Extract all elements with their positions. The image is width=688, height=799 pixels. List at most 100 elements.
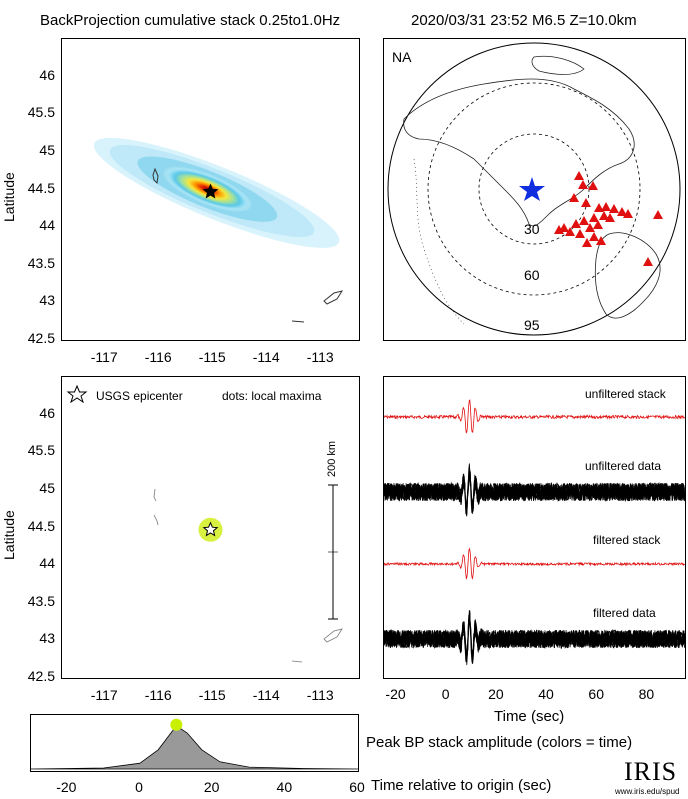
maxima-ytick: 46: [39, 404, 55, 421]
label-filtered-stack: filtered stack: [593, 533, 661, 547]
peak-xlabel: Time relative to origin (sec): [371, 777, 552, 794]
seismogram-xtick: 80: [638, 686, 655, 702]
bp-heatmap-panel: [61, 38, 360, 341]
station-triangle-icon: [575, 229, 585, 238]
maxima-xtick: -113: [306, 687, 334, 703]
chart-title: BackProjection cumulative stack 0.25to1.…: [40, 12, 341, 29]
seismogram-panel: unfiltered stack unfiltered data filtere…: [383, 376, 686, 679]
legend-star-icon: [66, 384, 88, 404]
maxima-ytick: 44.5: [27, 517, 55, 534]
local-maxima-points: [198, 517, 223, 542]
station-triangle-icon: [653, 210, 663, 219]
heatmap-xtick: -117: [90, 349, 118, 365]
station-triangle-icon: [582, 238, 592, 247]
station-triangle-icon: [569, 193, 579, 202]
station-triangle-icon: [609, 204, 619, 213]
scale-bar-label: 200 km: [326, 440, 338, 477]
peak-amplitude-area: [31, 725, 358, 770]
map-globe-outline: [387, 42, 681, 336]
peak-amplitude-panel: [30, 714, 359, 772]
heatmap-xtick: -113: [306, 349, 334, 365]
event-info: 2020/03/31 23:52 M6.5 Z=10.0km: [411, 12, 637, 29]
heatmap-ytick: 44: [39, 217, 55, 234]
reservoir-outline: [323, 290, 344, 305]
station-triangle-icon: [643, 257, 653, 266]
label-unfiltered-stack: unfiltered stack: [585, 387, 666, 401]
station-triangle-icon: [578, 180, 588, 189]
maxima-ytick: 45: [39, 479, 55, 496]
station-triangle-icon: [579, 216, 589, 225]
seismogram-xtick: 20: [488, 686, 504, 702]
heatmap-ytick: 43: [39, 292, 55, 309]
ring-label-95: 95: [524, 317, 540, 333]
usgs-epicenter-star-icon: [202, 521, 219, 537]
stations-group: [554, 171, 663, 266]
heatmap-blob: [93, 137, 340, 248]
maxima-xtick: -116: [144, 687, 172, 703]
station-triangle-icon: [605, 213, 615, 222]
station-triangle-icon: [574, 171, 584, 180]
river-outline: [291, 660, 303, 663]
ring-60: [427, 82, 641, 296]
station-triangle-icon: [585, 223, 595, 232]
local-maxima-plot: [66, 384, 343, 663]
lake-outline-2: [153, 514, 159, 526]
maxima-ytick: 43: [39, 630, 55, 647]
maxima-xtick: -114: [252, 687, 280, 703]
peak-xtick: -20: [56, 779, 77, 795]
heatmap-ytick: 45.5: [27, 104, 55, 121]
unfiltered-stack-trace: [384, 399, 685, 434]
peak-xtick: 60: [349, 779, 365, 795]
bp-heatmap-plot: [93, 137, 344, 323]
heatmap-ytick: 45: [39, 141, 55, 158]
label-unfiltered-data: unfiltered data: [585, 459, 662, 473]
seismogram-plot: [384, 399, 685, 666]
ring-label-30: 30: [524, 221, 540, 237]
seismogram-xlabel: Time (sec): [494, 708, 565, 725]
heatmap-xtick: -114: [252, 349, 280, 365]
seismogram-xtick: 0: [441, 686, 450, 702]
filtered-data-trace: [384, 614, 685, 666]
peak-xtick: 20: [203, 779, 220, 795]
maxima-xtick: -115: [198, 687, 226, 703]
station-triangle-icon: [589, 232, 599, 241]
lake-outline: [153, 488, 157, 502]
station-triangle-icon: [601, 202, 611, 211]
maxima-xtick: -117: [90, 687, 118, 703]
ring-label-60: 60: [524, 267, 540, 283]
heatmap-ytick: 46: [39, 66, 55, 83]
river-outline: [291, 320, 305, 323]
legend-epicenter: USGS epicenter: [96, 389, 183, 403]
seismogram-xtick: 60: [588, 686, 604, 702]
seismogram-xtick: 40: [538, 686, 554, 702]
iris-logo: IRIS: [624, 757, 678, 786]
station-triangle-icon: [596, 236, 606, 245]
station-triangle-icon: [617, 207, 627, 216]
station-map-plot: [387, 42, 681, 336]
peak-xtick: 0: [135, 779, 143, 795]
iris-url: www.iris.edu/spud: [615, 787, 680, 796]
peak-xtick: 40: [276, 779, 293, 795]
peak-title: Peak BP stack amplitude (colors = time): [366, 734, 633, 751]
north-america-outline: [403, 78, 635, 227]
maxima-ytick: 43.5: [27, 592, 55, 609]
station-triangle-icon: [623, 209, 633, 218]
station-map-panel: NA 30 60 95: [383, 38, 686, 341]
greenland-outline: [531, 55, 585, 75]
station-triangle-icon: [581, 198, 591, 207]
south-america-outline: [594, 232, 661, 319]
station-triangle-icon: [571, 219, 581, 228]
lake-outline: [152, 167, 159, 185]
label-filtered-data: filtered data: [593, 606, 656, 620]
maxima-ytick: 44: [39, 555, 55, 572]
filtered-stack-trace: [384, 547, 685, 581]
station-triangle-icon: [588, 181, 598, 190]
station-triangle-icon: [599, 211, 609, 220]
heatmap-ytick: 43.5: [27, 254, 55, 271]
peak-time-dot: [170, 718, 183, 731]
maxima-ytick: 45.5: [27, 442, 55, 459]
station-triangle-icon: [565, 227, 575, 236]
local-maxima-panel: USGS epicenter dots: local maxima 200 km: [61, 376, 360, 679]
heatmap-ytick: 42.5: [27, 330, 55, 346]
station-triangle-icon: [589, 213, 599, 222]
